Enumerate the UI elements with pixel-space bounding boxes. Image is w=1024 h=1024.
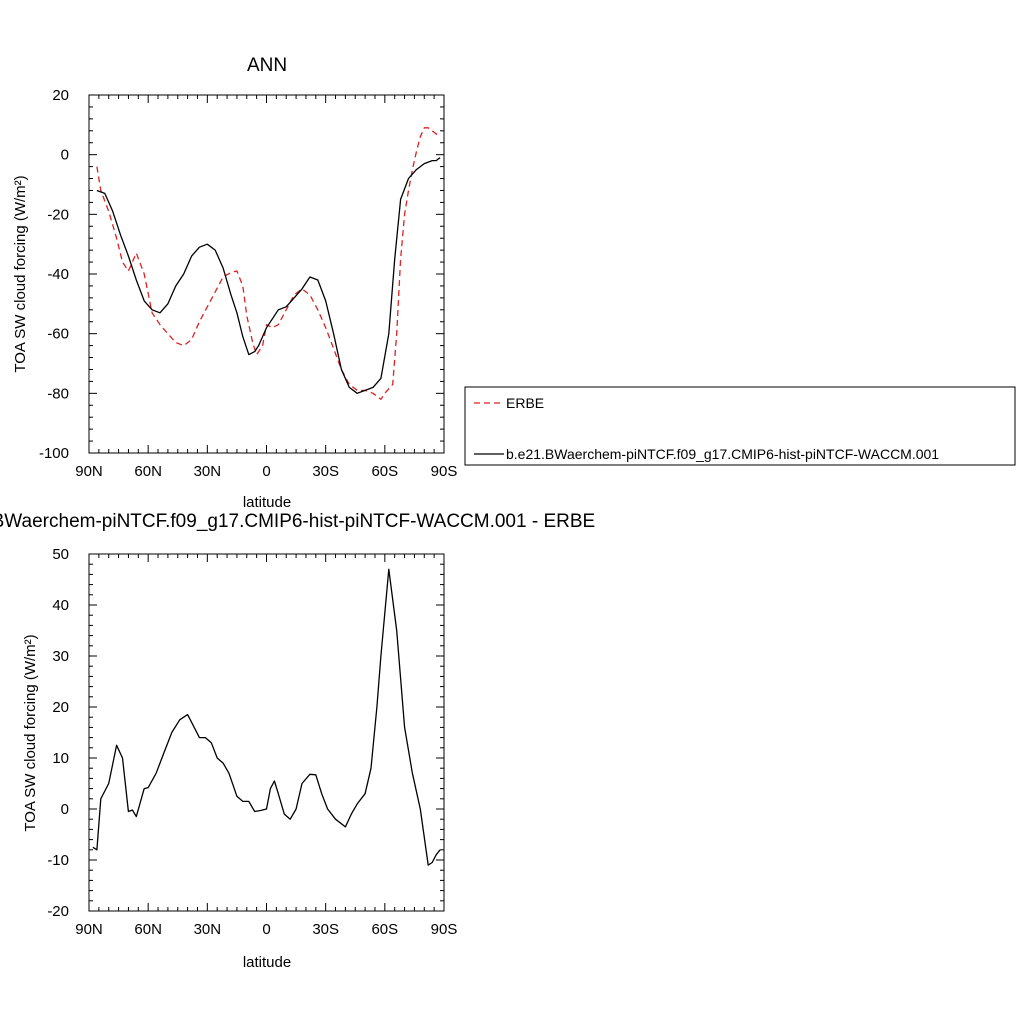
x-tick-label: 90S	[431, 921, 458, 938]
y-tick-label: -40	[47, 266, 69, 283]
legend-box	[464, 386, 1016, 466]
x-tick-label: 0	[262, 921, 270, 938]
series-line-2	[96, 157, 441, 394]
y-tick-label: -20	[47, 206, 69, 223]
y-axis: -100 -80 -60 -40 -20 0 20	[39, 87, 444, 462]
y-tick-label: 20	[52, 699, 69, 716]
plot-frame	[88, 553, 445, 912]
y-axis-title: TOA SW cloud forcing (W/m²)	[12, 175, 29, 372]
chart-title: b.e21.BWaerchem-piNTCF.f09_g17.CMIP6-his…	[0, 511, 595, 532]
legend: ERBE b.e21.BWaerchem-piNTCF.f09_g17.CMIP…	[464, 386, 1016, 466]
y-tick-label: 20	[52, 87, 69, 104]
x-axis-title: latitude	[243, 954, 291, 971]
series-group	[96, 127, 441, 400]
y-axis: -20 -10 0 10 20 30 40 50	[47, 546, 444, 920]
series-line-1	[96, 127, 441, 400]
y-tick-label: 10	[52, 750, 69, 767]
y-tick-label: 0	[61, 801, 69, 818]
legend-label-model: b.e21.BWaerchem-piNTCF.f09_g17.CMIP6-his…	[506, 446, 939, 462]
y-tick-label: 50	[52, 546, 69, 563]
x-tick-label: 90N	[75, 921, 103, 938]
chart-panel-annual: ANN 90N 60N 30N 0 30S 60S 90S -100 -80 -60 -40 -20…	[12, 55, 1016, 511]
chart-title: ANN	[247, 55, 287, 76]
y-axis-title: TOA SW cloud forcing (W/m²)	[22, 634, 39, 831]
x-tick-label: 30N	[194, 463, 222, 480]
y-tick-label: 40	[52, 597, 69, 614]
x-axis: 90N 60N 30N 0 30S 60S 90S	[75, 554, 457, 938]
x-tick-label: 60N	[134, 921, 162, 938]
y-tick-label: -100	[39, 445, 69, 462]
y-tick-label: -10	[47, 852, 69, 869]
x-tick-label: 30S	[312, 921, 339, 938]
x-tick-label: 30S	[312, 463, 339, 480]
y-tick-label: 30	[52, 648, 69, 665]
y-tick-label: -80	[47, 385, 69, 402]
x-tick-label: 90N	[75, 463, 103, 480]
y-tick-label: -60	[47, 326, 69, 343]
y-tick-label: 0	[61, 147, 69, 164]
x-tick-label: 60S	[371, 463, 398, 480]
series-line-1	[92, 568, 441, 866]
x-tick-label: 60N	[134, 463, 162, 480]
x-tick-label: 60S	[371, 921, 398, 938]
x-axis: 90N 60N 30N 0 30S 60S 90S	[75, 95, 457, 480]
y-tick-label: -20	[47, 903, 69, 920]
x-tick-label: 30N	[194, 921, 222, 938]
plot-frame	[88, 94, 445, 454]
x-tick-label: 90S	[431, 463, 458, 480]
x-tick-label: 0	[262, 463, 270, 480]
chart-panel-difference: b.e21.BWaerchem-piNTCF.f09_g17.CMIP6-his…	[0, 511, 595, 971]
x-axis-title: latitude	[243, 494, 291, 511]
legend-label-erbe: ERBE	[506, 395, 544, 411]
series-group	[92, 568, 441, 866]
